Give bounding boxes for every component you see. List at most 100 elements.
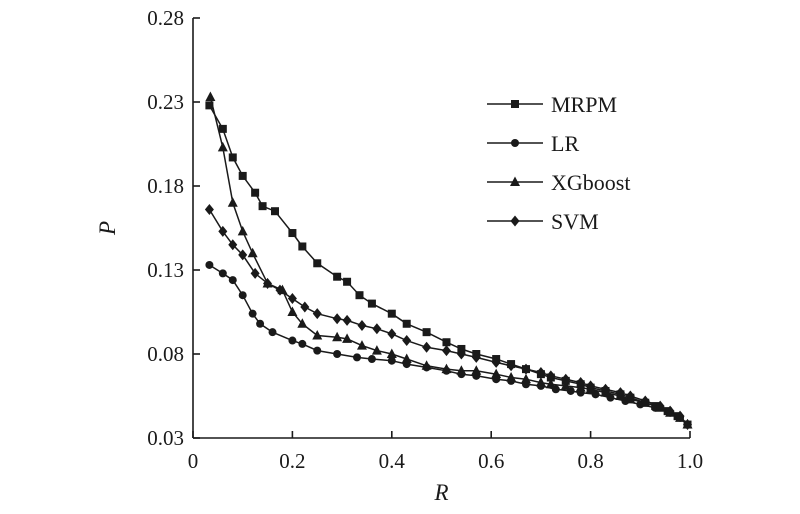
marker-square	[442, 338, 451, 347]
marker-square	[313, 259, 322, 268]
legend-item-svm: SVM	[487, 209, 599, 234]
x-axis-title: R	[433, 480, 448, 505]
marker-diamond	[510, 215, 520, 227]
legend-item-mrpm: MRPM	[487, 92, 617, 117]
marker-circle	[218, 269, 227, 278]
marker-triangle	[491, 368, 502, 379]
marker-diamond	[625, 390, 635, 402]
marker-circle	[268, 328, 277, 337]
marker-diamond	[491, 356, 501, 368]
marker-triangle	[356, 340, 367, 350]
x-tick-label: 0.6	[478, 449, 504, 473]
y-tick-label: 0.13	[147, 258, 184, 282]
series-xgboost	[205, 91, 693, 429]
y-tick-label: 0.23	[147, 90, 184, 114]
marker-diamond	[561, 373, 571, 385]
legend-label: SVM	[551, 209, 599, 234]
legend-label: MRPM	[551, 92, 617, 117]
marker-diamond	[204, 204, 214, 216]
marker-triangle	[237, 225, 248, 236]
marker-diamond	[441, 345, 451, 357]
marker-diamond	[521, 363, 531, 375]
y-axis-ticks: 0.03 0.08 0.13 0.18 0.23 0.28	[147, 6, 200, 450]
marker-square	[238, 171, 247, 180]
series-line-svm	[208, 209, 689, 426]
marker-triangle	[205, 91, 216, 101]
marker-square	[205, 101, 214, 110]
marker-diamond	[655, 400, 665, 412]
marker-square	[298, 242, 307, 251]
marker-triangle	[371, 345, 382, 355]
marker-diamond	[387, 328, 397, 340]
marker-square	[258, 202, 267, 211]
marker-circle	[333, 350, 342, 358]
series-svm	[204, 204, 693, 431]
marker-circle	[288, 336, 297, 345]
marker-diamond	[342, 314, 352, 326]
marker-diamond	[357, 319, 367, 331]
marker-circle	[387, 356, 396, 365]
marker-triangle	[247, 247, 258, 258]
marker-triangle	[506, 372, 517, 382]
plot-area: 0.03 0.08 0.13 0.18 0.23 0.28 0 0.2 0.4 0.6 0.8 1.…	[147, 6, 703, 473]
marker-diamond	[586, 380, 596, 392]
marker-diamond	[402, 335, 412, 347]
marker-diamond	[312, 308, 322, 320]
marker-diamond	[250, 267, 260, 279]
marker-triangle	[217, 141, 228, 152]
marker-triangle	[386, 348, 397, 358]
marker-triangle	[456, 365, 467, 375]
marker-diamond	[615, 387, 625, 399]
y-axis-title: P	[95, 221, 120, 236]
marker-circle	[367, 355, 376, 364]
y-tick-label: 0.18	[147, 174, 184, 198]
marker-circle	[228, 276, 237, 285]
marker-triangle	[510, 176, 520, 186]
marker-diamond	[576, 377, 586, 389]
marker-diamond	[238, 249, 248, 261]
marker-diamond	[422, 341, 432, 353]
marker-square	[387, 309, 396, 318]
marker-circle	[256, 319, 265, 328]
y-tick-label: 0.08	[147, 342, 184, 366]
marker-diamond	[471, 351, 481, 363]
marker-square	[218, 124, 227, 133]
legend-label: XGboost	[551, 170, 630, 195]
marker-diamond	[300, 301, 310, 313]
marker-diamond	[372, 323, 382, 335]
marker-triangle	[421, 360, 432, 370]
marker-triangle	[560, 380, 571, 390]
marker-diamond	[640, 395, 650, 407]
marker-square	[355, 291, 364, 300]
marker-triangle	[545, 378, 556, 389]
marker-diamond	[546, 370, 556, 382]
marker-square	[228, 153, 237, 162]
marker-circle	[313, 346, 322, 355]
x-tick-label: 0.8	[577, 449, 603, 473]
marker-diamond	[228, 239, 238, 251]
marker-circle	[205, 260, 214, 269]
marker-square	[402, 319, 411, 328]
marker-triangle	[520, 373, 531, 384]
x-tick-label: 0	[188, 449, 199, 473]
marker-diamond	[275, 284, 285, 296]
marker-square	[422, 328, 431, 337]
marker-circle	[298, 339, 307, 348]
marker-diamond	[675, 410, 685, 422]
marker-triangle	[471, 365, 482, 375]
marker-square	[367, 299, 376, 308]
x-tick-label: 0.2	[279, 449, 305, 473]
y-tick-label: 0.03	[147, 426, 184, 450]
marker-triangle	[287, 306, 298, 316]
marker-triangle	[312, 330, 323, 340]
marker-triangle	[441, 363, 452, 374]
x-tick-label: 1.0	[677, 449, 703, 473]
marker-triangle	[332, 331, 343, 342]
marker-square	[343, 277, 352, 286]
marker-circle	[238, 291, 247, 300]
marker-triangle	[342, 333, 353, 343]
marker-diamond	[665, 405, 675, 417]
marker-square	[333, 272, 342, 281]
legend-item-lr: LR	[487, 131, 579, 156]
marker-circle	[511, 139, 519, 147]
